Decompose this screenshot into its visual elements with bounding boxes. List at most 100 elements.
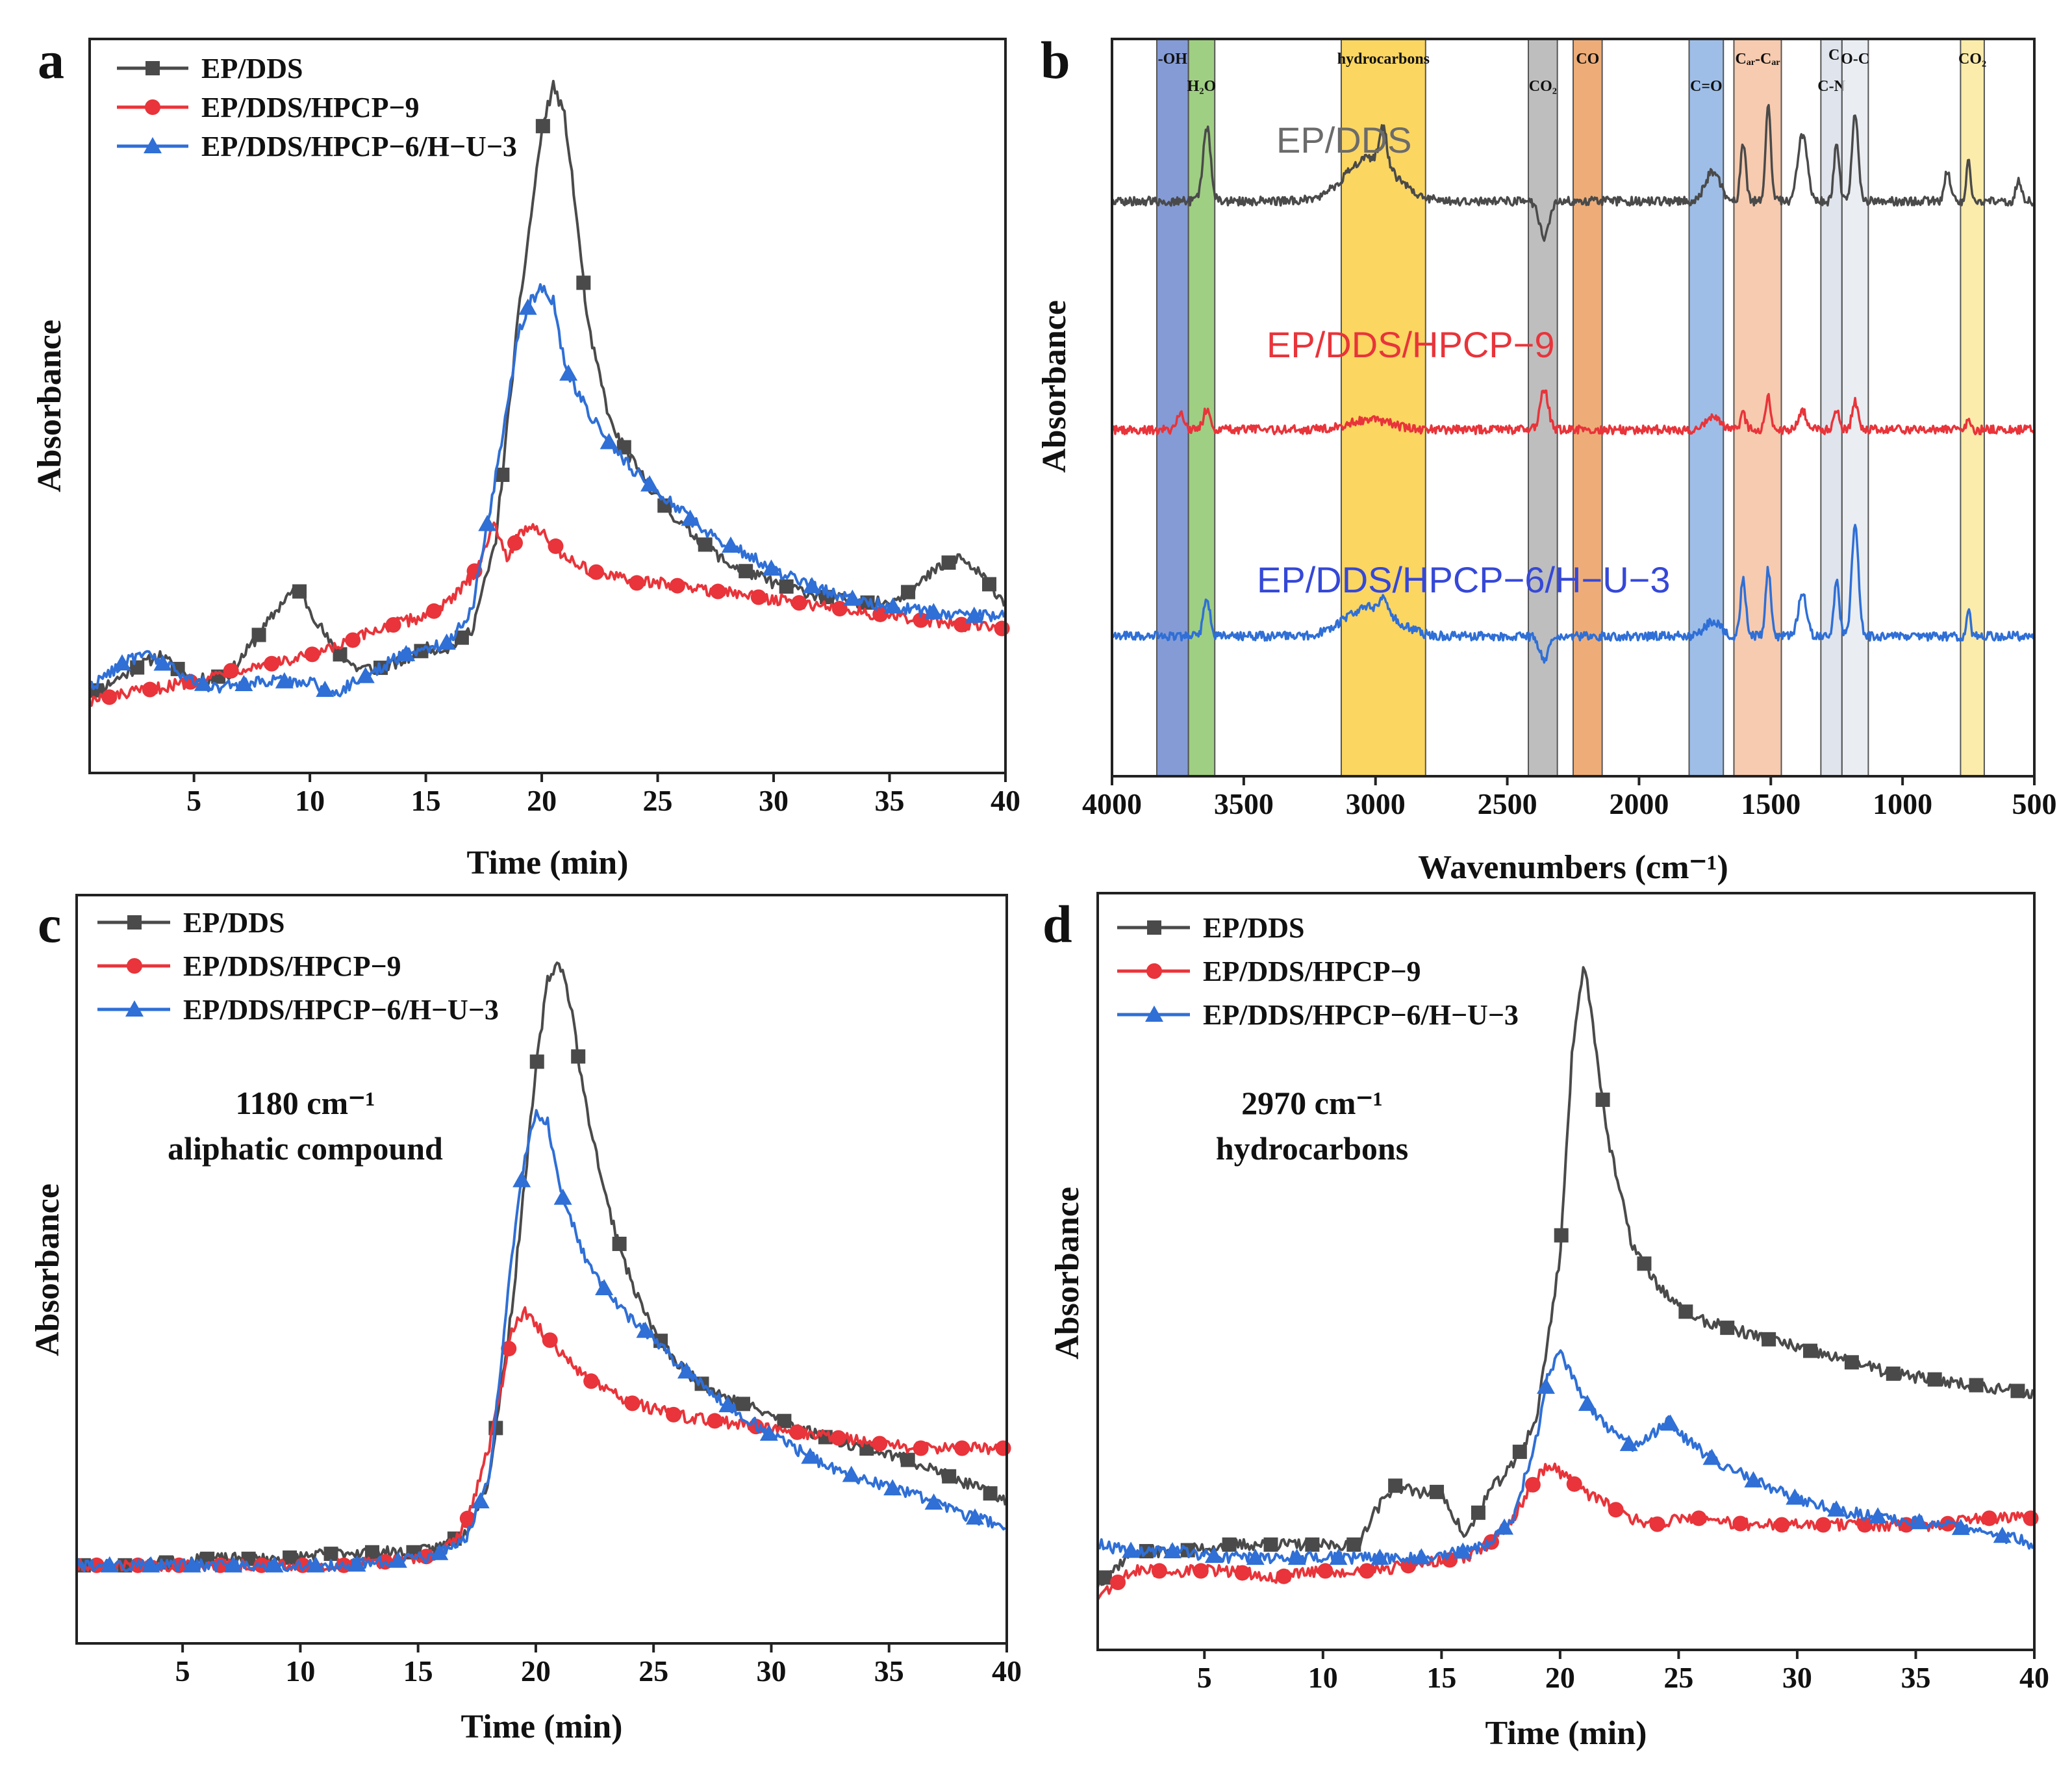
data-point-marker <box>941 555 956 570</box>
data-point-marker <box>739 564 753 579</box>
data-point-marker <box>542 1332 558 1348</box>
xtick-label: 35 <box>874 1654 904 1688</box>
data-point-marker <box>1774 1517 1790 1533</box>
data-point-marker <box>142 681 158 698</box>
data-point-marker <box>224 1556 243 1573</box>
data-point-marker <box>1222 1537 1237 1552</box>
panel-d-legend-label-2: EP/DDS/HPCP−9 <box>1203 956 1421 987</box>
data-point-marker <box>1720 1321 1735 1335</box>
data-point-marker <box>347 1555 366 1572</box>
data-point-marker <box>1951 1519 1970 1536</box>
data-point-marker <box>954 616 970 633</box>
panel-a-legend-item-2: EP/DDS/HPCP−9 <box>117 92 420 123</box>
data-point-marker <box>430 1543 449 1560</box>
xtick-label: 40 <box>991 784 1020 817</box>
data-point-marker <box>982 577 997 592</box>
data-point-marker <box>718 1396 737 1413</box>
circle-marker-icon <box>1146 963 1162 979</box>
panel-a-legend-item-1: EP/DDS <box>117 53 303 84</box>
band-label-4: CO₂ <box>1529 78 1557 95</box>
data-point-marker <box>194 674 212 691</box>
panel-c-legend-item-3: EP/DDS/HPCP−6/H−U−3 <box>97 994 499 1026</box>
data-point-marker <box>1981 1510 1997 1526</box>
series-line-3 <box>88 283 1005 698</box>
data-point-marker <box>234 675 253 692</box>
data-point-marker <box>1234 1565 1250 1581</box>
data-point-marker <box>1110 1574 1126 1590</box>
panel-a-legend-item-3: EP/DDS/HPCP−6/H−U−3 <box>117 131 517 162</box>
spectrum-line-2 <box>1111 389 2035 436</box>
panel-a-xticks: 5 10 15 20 25 30 35 40 <box>186 773 1020 817</box>
data-point-marker <box>304 646 320 663</box>
data-point-marker <box>292 584 307 599</box>
band-region-6 <box>1688 38 1725 777</box>
data-point-marker <box>872 1436 888 1452</box>
triangle-marker-icon <box>144 137 162 153</box>
xtick-label: 10 <box>295 784 325 817</box>
panel-d-annotation-compound: hydrocarbons <box>1216 1130 1408 1167</box>
data-point-marker <box>1204 1547 1223 1563</box>
band-region-8 <box>1820 38 1843 777</box>
data-point-marker <box>1702 1449 1721 1465</box>
data-point-marker <box>954 1440 970 1456</box>
band-label-6: C=O <box>1690 78 1723 95</box>
xtick-label: 15 <box>403 1654 433 1688</box>
data-point-marker <box>459 1510 475 1526</box>
data-point-marker <box>397 644 416 661</box>
series-markers-3 <box>1122 1377 2012 1565</box>
data-point-marker <box>1595 1093 1610 1108</box>
data-point-marker <box>364 1545 379 1560</box>
data-point-marker <box>1246 1549 1265 1565</box>
series-markers-2 <box>101 535 1010 705</box>
panel-d-xticks: 5 10 15 20 25 30 35 40 <box>1197 1650 2049 1694</box>
data-point-marker <box>942 1469 957 1484</box>
data-point-marker <box>1619 1434 1638 1451</box>
xtick-label: 500 <box>2012 787 2057 820</box>
panel-a-legend-label-2: EP/DDS/HPCP−9 <box>201 92 420 123</box>
data-point-marker <box>323 1547 338 1562</box>
data-point-marker <box>112 654 131 671</box>
xtick-label: 40 <box>992 1654 1022 1688</box>
data-point-marker <box>1371 1549 1389 1565</box>
data-point-marker <box>1471 1505 1485 1520</box>
data-point-marker <box>495 467 510 482</box>
xtick-label: 40 <box>2019 1661 2049 1694</box>
xtick-label: 1000 <box>1873 787 1932 820</box>
series-line-3 <box>1096 1349 2034 1565</box>
panel-d-legend-label-3: EP/DDS/HPCP−6/H−U−3 <box>1203 999 1519 1031</box>
data-point-marker <box>802 577 821 594</box>
data-point-marker <box>535 119 550 134</box>
data-point-marker <box>1151 1563 1167 1579</box>
data-point-marker <box>1678 1304 1693 1319</box>
band-region-5 <box>1573 38 1603 777</box>
data-point-marker <box>1122 1541 1141 1558</box>
data-point-marker <box>518 298 537 315</box>
data-point-marker <box>142 1556 160 1573</box>
data-point-marker <box>388 1551 407 1568</box>
data-point-marker <box>1815 1517 1832 1533</box>
panel-label-a: a <box>38 31 64 90</box>
data-point-marker <box>843 589 862 606</box>
panel-c-legend-label-3: EP/DDS/HPCP−6/H−U−3 <box>183 994 499 1026</box>
xtick-label: 2500 <box>1478 787 1537 820</box>
data-point-marker <box>1276 1568 1292 1584</box>
data-point-marker <box>1305 1537 1320 1552</box>
band-label-7: Cₐᵣ-Cₐᵣ <box>1736 51 1780 68</box>
data-point-marker <box>831 601 848 617</box>
data-point-marker <box>1691 1510 1707 1526</box>
band-label-c: C <box>1828 47 1839 64</box>
panel-d-legend-label-1: EP/DDS <box>1203 912 1304 944</box>
data-point-marker <box>924 603 943 620</box>
series-markers-2 <box>1110 1476 2039 1590</box>
data-point-marker <box>153 654 172 671</box>
data-point-marker <box>842 1465 861 1482</box>
data-point-marker <box>1554 1228 1569 1243</box>
data-point-marker <box>264 655 280 672</box>
data-point-marker <box>1844 1355 1859 1370</box>
data-point-marker <box>698 537 713 552</box>
panel-c-xlabel: Time (min) <box>461 1708 623 1745</box>
data-point-marker <box>966 1508 985 1525</box>
data-point-marker <box>640 475 659 492</box>
data-point-marker <box>924 1493 943 1510</box>
data-point-marker <box>588 564 604 580</box>
